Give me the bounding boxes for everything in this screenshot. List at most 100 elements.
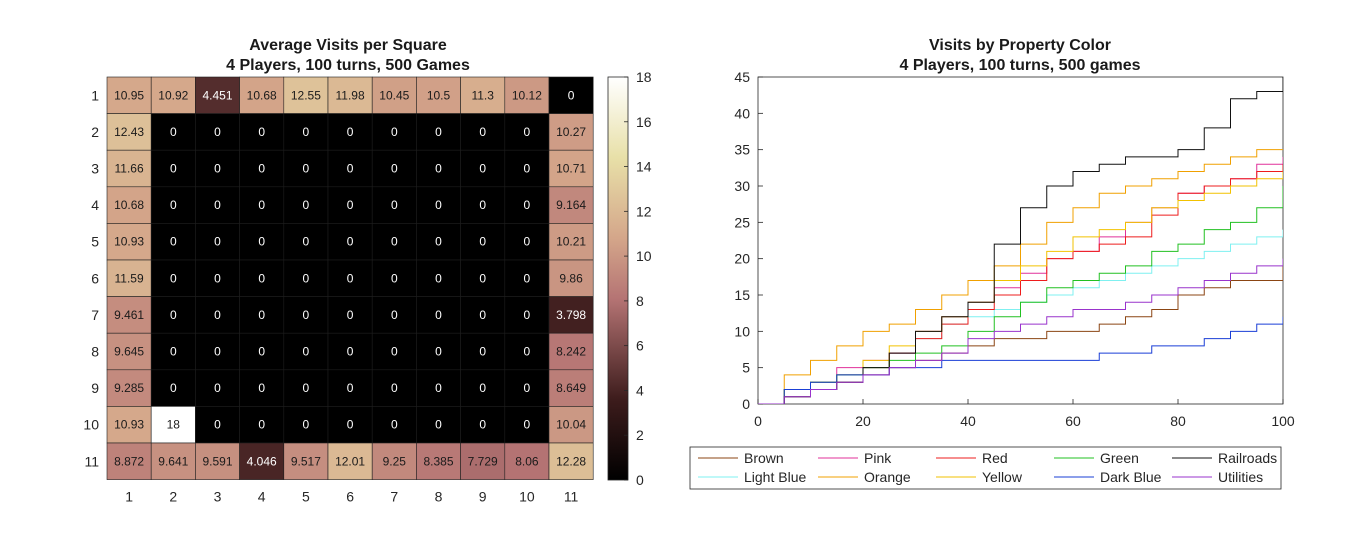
heatmap-cell-label: 10.5 [427,88,451,102]
colorbar-tick-label: 18 [636,69,652,85]
heatmap-cell-label: 0 [479,125,486,139]
heatmap-cell [548,296,594,334]
legend-label: Red [982,450,1008,466]
heatmap-cell-label: 0 [170,345,177,359]
heatmap-cell [150,296,196,334]
heatmap-cell-label: 9.285 [114,381,144,395]
legend-label: Orange [864,469,911,485]
heatmap-cell-label: 12.28 [556,454,586,468]
heatmap-cell-label: 10.45 [379,88,409,102]
heatmap-cell [504,296,550,334]
heatmap-cell [460,442,506,480]
heatmap-cell [195,76,240,114]
heatmap-cell [548,332,594,371]
heatmap-x-tick-label: 4 [258,489,266,505]
heatmap-cell [460,186,506,224]
line-chart-y-tick-label: 40 [734,105,750,121]
heatmap-cell-label: 9.86 [559,271,583,285]
heatmap-cell [106,149,152,188]
heatmap-y-ticks: 1 2 3 4 5 6 7 8 9 10 11 [83,87,99,469]
heatmap-cell-label: 3.798 [556,308,586,322]
heatmap-cell-label: 11.98 [336,88,365,102]
heatmap-cell [283,149,329,188]
heatmap-cell-label: 10.04 [556,418,586,432]
heatmap-cell-label: 12.55 [291,88,321,102]
heatmap-cell [416,296,461,334]
line-chart-y-tick-label: 45 [734,69,750,85]
heatmap-x-tick-label: 11 [564,489,579,505]
heatmap-cell-label: 10.95 [114,88,144,102]
heatmap-cell [106,332,152,371]
heatmap-cell-label: 0 [214,345,221,359]
heatmap-cell-label: 0 [391,381,398,395]
heatmap-cell-label: 0 [258,125,265,139]
heatmap-cell [283,223,329,261]
heatmap-cell [239,332,285,371]
heatmap-cell-label: 0 [479,345,486,359]
heatmap-cell-label: 8.385 [423,454,453,468]
heatmap-cell [371,296,417,334]
heatmap-cell-label: 0 [303,345,310,359]
heatmap-cell-label: 4.046 [247,454,277,468]
heatmap-cell-label: 0 [258,308,265,322]
series-line-dark-blue [758,316,1283,404]
legend: Brown Light Blue Pink Orange Red Yellow Green D… [698,450,1277,485]
heatmap-cell [460,149,506,188]
heatmap-cell-label: 10.92 [158,88,188,102]
heatmap-cell-label: 0 [214,162,221,176]
heatmap-cell [239,259,285,297]
heatmap-cell-label: 0 [170,125,177,139]
heatmap-cell-label: 0 [170,271,177,285]
legend-label: Pink [864,450,892,466]
heatmap-cell [195,369,240,407]
heatmap-subtitle: 4 Players, 100 turns, 500 Games [226,57,470,74]
heatmap-cell-label: 0 [214,235,221,249]
colorbar-tick-label: 6 [636,338,644,354]
colorbar-tick-label: 4 [636,382,644,398]
line-chart-x-tick-label: 80 [1170,413,1186,429]
heatmap-cell [371,369,417,407]
heatmap-cell [327,332,373,371]
heatmap-cell-label: 0 [170,308,177,322]
heatmap-cell [548,406,594,444]
heatmap-cell [504,442,550,480]
legend-label: Light Blue [744,469,806,485]
heatmap-cell-label: 0 [303,235,310,249]
heatmap-cell [239,296,285,334]
heatmap-cell [195,442,240,480]
heatmap-cell-label: 0 [391,198,398,212]
heatmap-cell-label: 0 [479,418,486,432]
heatmap-cell [548,369,594,407]
heatmap-cell-label: 0 [347,235,354,249]
heatmap-cell [283,186,329,224]
heatmap-cell [106,296,152,334]
heatmap-cell-label: 0 [568,88,575,102]
heatmap-cell [416,332,461,371]
heatmap-cell [327,186,373,224]
heatmap-cell [283,113,329,151]
heatmap-cell-label: 0 [524,381,531,395]
heatmap-cell [327,296,373,334]
heatmap-cell-label: 0 [435,271,442,285]
heatmap-cell [416,406,461,444]
heatmap-cell [150,223,196,261]
line-chart-x-tick-label: 100 [1271,413,1295,429]
heatmap-cell [548,149,594,188]
heatmap-cell-label: 0 [214,418,221,432]
heatmap-cell-label: 0 [258,418,265,432]
heatmap-cell [460,259,506,297]
heatmap-cell [106,369,152,407]
heatmap-cell-label: 8.242 [556,345,586,359]
heatmap-cell-label: 0 [524,345,531,359]
heatmap-cell [548,76,594,114]
heatmap-cell-label: 0 [524,198,531,212]
heatmap-y-tick-label: 5 [91,234,99,250]
heatmap-cell-label: 18 [167,418,181,432]
heatmap-cell-label: 0 [303,308,310,322]
heatmap-cell-label: 0 [170,235,177,249]
heatmap-cell-label: 0 [435,162,442,176]
heatmap-cell [195,223,240,261]
heatmap-cell-label: 0 [524,235,531,249]
heatmap-cell-label: 0 [479,308,486,322]
heatmap-cell [239,186,285,224]
